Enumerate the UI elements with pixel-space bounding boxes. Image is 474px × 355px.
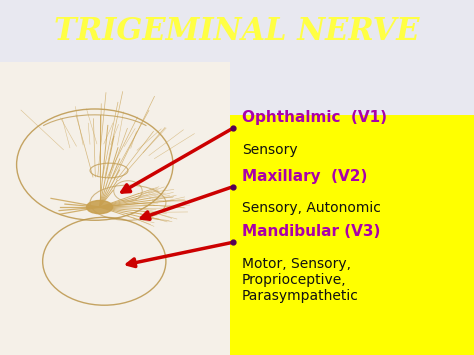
Ellipse shape xyxy=(86,201,112,214)
Text: Sensory, Autonomic: Sensory, Autonomic xyxy=(242,201,381,215)
Bar xyxy=(0,62,230,355)
Text: TRIGEMINAL NERVE: TRIGEMINAL NERVE xyxy=(54,16,420,47)
FancyArrowPatch shape xyxy=(141,187,230,219)
Text: Sensory: Sensory xyxy=(242,143,297,157)
FancyArrowPatch shape xyxy=(122,130,231,192)
Text: Ophthalmic  (V1): Ophthalmic (V1) xyxy=(242,110,387,125)
Text: Parasympathetic: Parasympathetic xyxy=(242,289,359,303)
Bar xyxy=(230,115,474,355)
Text: Motor, Sensory,: Motor, Sensory, xyxy=(242,257,351,271)
Text: Maxillary  (V2): Maxillary (V2) xyxy=(242,169,367,184)
Text: Mandibular (V3): Mandibular (V3) xyxy=(242,224,380,239)
Text: Proprioceptive,: Proprioceptive, xyxy=(242,273,346,287)
FancyArrowPatch shape xyxy=(128,243,230,267)
